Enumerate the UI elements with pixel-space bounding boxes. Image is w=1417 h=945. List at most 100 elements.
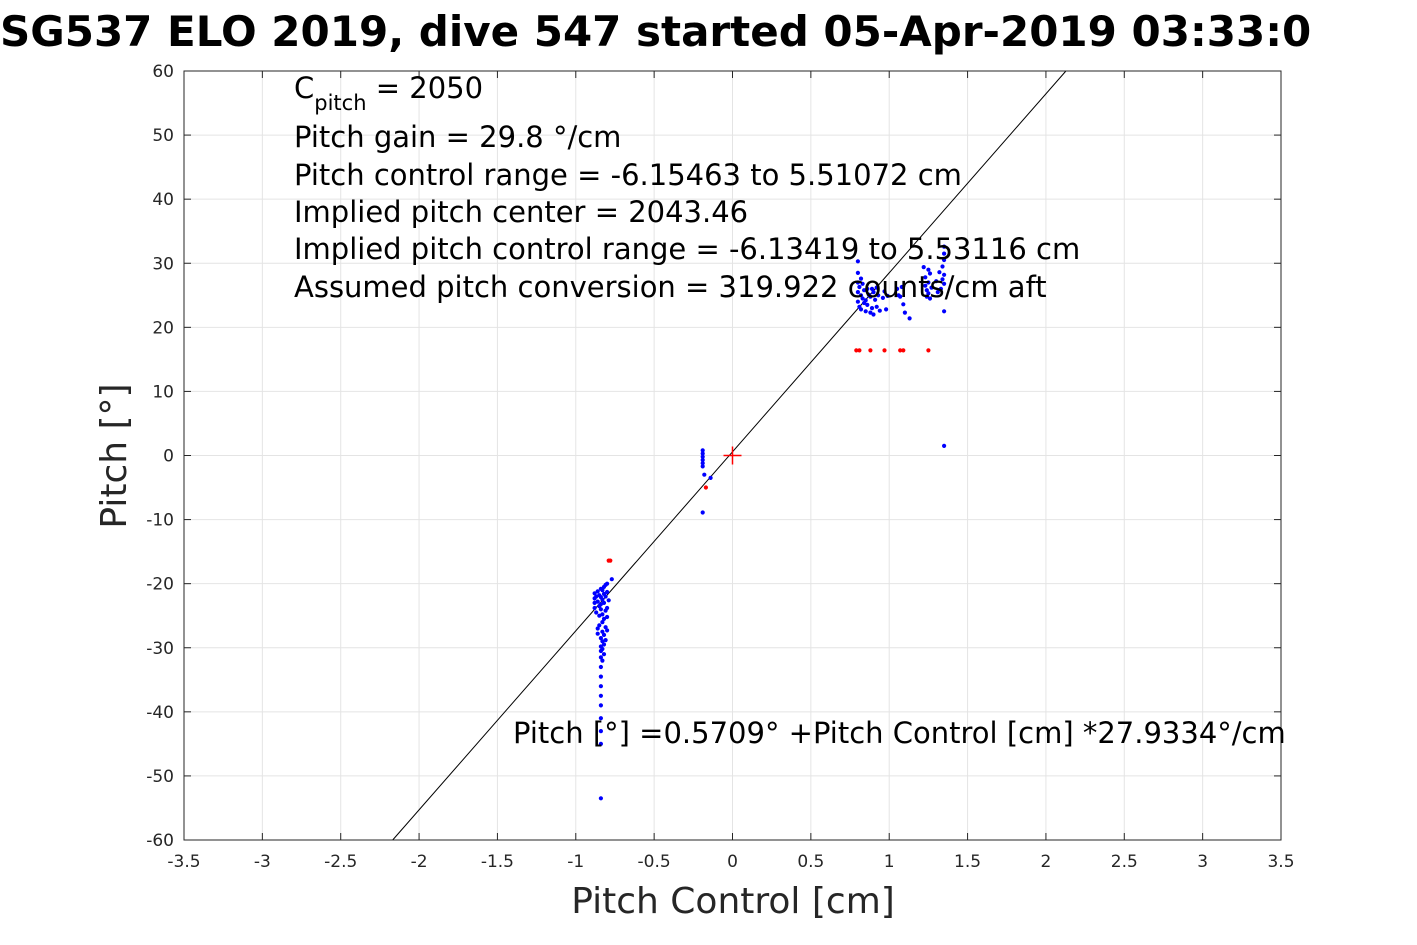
- blue-data-point: [598, 655, 604, 660]
- blue-data-point: [858, 276, 864, 281]
- blue-data-point: [600, 612, 605, 617]
- blue-data-point: [863, 298, 868, 303]
- x-tick-label: -2: [411, 852, 428, 872]
- cpitch-subscript: pitch: [314, 91, 366, 115]
- blue-data-point: [598, 664, 604, 670]
- blue-data-point: [942, 257, 947, 263]
- blue-data-point: [600, 629, 605, 634]
- cpitch-annotation: Cpitch = 2050: [294, 71, 483, 115]
- x-tick-label: 2.5: [1111, 852, 1138, 872]
- blue-data-point: [598, 716, 604, 721]
- y-tick-label: 50: [152, 126, 174, 146]
- blue-data-point: [600, 639, 605, 644]
- blue-data-point: [600, 646, 605, 652]
- data-points: [592, 244, 947, 801]
- blue-data-point: [598, 796, 604, 801]
- blue-data-point: [877, 308, 882, 313]
- blue-data-point: [865, 302, 870, 307]
- cpitch-symbol: C: [294, 71, 314, 105]
- blue-data-point: [901, 302, 906, 307]
- y-tick-label: -40: [146, 703, 174, 723]
- blue-data-point: [940, 264, 945, 269]
- y-tick-label: 30: [152, 254, 174, 274]
- blue-data-point: [595, 626, 600, 631]
- red-data-point: [608, 558, 613, 563]
- blue-data-point: [938, 286, 944, 291]
- blue-data-point: [935, 290, 940, 295]
- implied-pitch-control-range-annotation: Implied pitch control range = -6.13419 t…: [294, 232, 1080, 266]
- blue-data-point: [592, 591, 597, 596]
- pitch-conversion-annotation: Assumed pitch conversion = 319.922 count…: [294, 270, 1047, 304]
- y-tick-label: -60: [146, 831, 174, 851]
- x-tick-label: 3: [1197, 852, 1208, 872]
- blue-data-point: [902, 310, 908, 315]
- red-data-point: [926, 348, 931, 353]
- blue-data-point: [601, 600, 607, 606]
- blue-data-point: [921, 265, 926, 270]
- blue-data-point: [942, 309, 947, 314]
- blue-data-point: [924, 294, 929, 299]
- blue-data-point: [600, 658, 605, 663]
- blue-data-point: [855, 299, 861, 304]
- blue-data-point: [869, 286, 875, 291]
- blue-data-point: [595, 589, 600, 594]
- axes-box: [183, 70, 1282, 841]
- y-axis-label: Pitch [°]: [94, 383, 135, 528]
- blue-data-point: [858, 293, 864, 298]
- blue-data-point: [907, 316, 912, 321]
- blue-data-point: [700, 510, 705, 515]
- blue-data-point: [865, 286, 870, 291]
- red-data-point: [898, 348, 903, 353]
- blue-data-point: [926, 280, 931, 285]
- blue-data-point: [882, 289, 887, 294]
- blue-data-point: [855, 290, 861, 295]
- blue-data-point: [700, 457, 705, 463]
- x-tick-label: -1: [567, 852, 584, 872]
- blue-data-point: [899, 284, 904, 290]
- blue-data-point: [594, 610, 599, 615]
- blue-data-point: [600, 620, 605, 625]
- blue-data-point: [868, 294, 873, 299]
- blue-data-point: [871, 290, 876, 295]
- blue-data-point: [940, 277, 945, 282]
- blue-data-point: [876, 293, 881, 298]
- blue-data-point: [605, 605, 610, 611]
- blue-data-point: [605, 581, 610, 586]
- blue-data-point: [603, 625, 608, 630]
- blue-data-point: [873, 297, 878, 302]
- blue-data-point: [942, 251, 947, 256]
- blue-data-point: [926, 267, 931, 272]
- blue-data-point: [942, 272, 947, 277]
- blue-data-point: [606, 598, 611, 603]
- red-data-point: [854, 348, 859, 353]
- blue-data-point: [700, 454, 705, 459]
- blue-data-point: [708, 475, 713, 480]
- x-tick-label: 2: [1041, 852, 1052, 872]
- y-tick-label: -50: [146, 767, 174, 787]
- red-data-point: [882, 348, 887, 353]
- y-tick-label: 40: [152, 190, 174, 210]
- blue-data-point: [927, 296, 933, 301]
- cpitch-value: = 2050: [367, 71, 484, 105]
- blue-data-point: [926, 291, 931, 296]
- x-tick-label: -1.5: [481, 852, 514, 872]
- blue-data-point: [605, 628, 610, 633]
- blue-data-point: [857, 284, 862, 290]
- blue-data-point: [702, 472, 707, 477]
- blue-data-point: [598, 693, 604, 698]
- blue-data-point: [700, 464, 705, 469]
- pitch-control-range-annotation: Pitch control range = -6.15463 to 5.5107…: [294, 158, 962, 192]
- y-tick-label: 10: [152, 382, 174, 402]
- x-tick-label: 1: [884, 852, 895, 872]
- blue-data-point: [605, 614, 610, 620]
- red-data-point: [901, 348, 906, 353]
- blue-data-point: [597, 623, 602, 628]
- blue-data-point: [874, 304, 879, 309]
- blue-data-point: [929, 285, 934, 290]
- x-tick-label: -3.5: [167, 852, 200, 872]
- blue-data-point: [598, 729, 604, 734]
- chart-title: SG537 ELO 2019, dive 547 started 05-Apr-…: [0, 7, 1312, 56]
- blue-data-point: [601, 652, 607, 657]
- blue-data-point: [700, 461, 705, 466]
- grid: [184, 71, 1281, 840]
